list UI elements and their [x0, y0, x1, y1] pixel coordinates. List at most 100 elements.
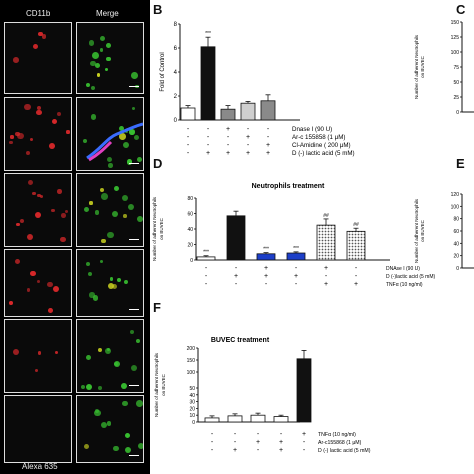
y-tick-label: 30: [189, 400, 195, 406]
cell: [91, 52, 99, 59]
cell: [35, 368, 39, 372]
bar: [296, 358, 312, 423]
cell: [90, 114, 97, 121]
condition-sign: +: [226, 150, 230, 157]
cell: [94, 63, 100, 69]
significance-label: ***: [203, 250, 209, 256]
net-trace: [86, 122, 143, 162]
condition-sign: -: [235, 265, 238, 272]
bar: [226, 215, 246, 261]
cell: [129, 329, 135, 335]
condition-sign: -: [280, 431, 283, 438]
condition-sign: -: [227, 134, 230, 141]
y-tick-label: 100: [451, 204, 460, 210]
cell: [32, 191, 36, 196]
cell: [98, 385, 102, 390]
condition-sign: -: [295, 265, 298, 272]
cell: [13, 56, 20, 63]
cell: [88, 272, 93, 277]
condition-sign: +: [324, 281, 328, 288]
y-tick-label: 50: [453, 80, 459, 86]
cell: [19, 218, 25, 224]
cell: [122, 141, 130, 149]
condition-sign: -: [207, 126, 210, 133]
condition-sign: +: [206, 150, 210, 157]
condition-label: Dnase I (90 U): [292, 126, 332, 133]
cell: [105, 347, 112, 355]
cell: [37, 279, 41, 283]
y-tick-label: 125: [451, 35, 460, 41]
cell: [32, 44, 39, 50]
cell: [89, 292, 95, 298]
cell: [57, 189, 62, 194]
condition-sign: +: [233, 447, 237, 454]
y-tick-label: 20: [453, 254, 459, 260]
cell: [85, 383, 92, 390]
condition-sign: -: [227, 142, 230, 149]
cell: [60, 213, 66, 218]
cell: [36, 109, 42, 116]
condition-sign: +: [246, 134, 250, 141]
cell: [133, 134, 139, 140]
cell: [113, 361, 118, 366]
cell: [9, 301, 13, 305]
y-axis-label: Number of adherent Neutrophils: [414, 34, 419, 99]
bar: [180, 107, 196, 121]
y-tick-label: 0: [190, 258, 193, 264]
cell: [15, 131, 20, 137]
micro-tile-r2-cd11b: [4, 97, 72, 171]
condition-label: D (-) lactic acid (5 mM): [292, 150, 355, 157]
condition-sign: +: [266, 150, 270, 157]
cell: [26, 234, 33, 241]
y-tick-label: 0: [456, 266, 459, 272]
condition-sign: -: [303, 439, 306, 446]
cell: [60, 236, 66, 243]
cell: [123, 280, 129, 285]
cell: [35, 212, 42, 219]
y-tick-label: 150: [187, 358, 196, 364]
bar: [260, 100, 276, 121]
cell: [89, 201, 93, 205]
micro-tile-r1-merge: [76, 22, 144, 94]
cell: [14, 258, 21, 265]
y-tick-label: 75: [453, 65, 459, 71]
y-tick-label: 0: [174, 118, 178, 124]
micro-tile-r6-merge: [76, 395, 144, 463]
condition-sign: -: [207, 142, 210, 149]
y-tick-label: 100: [451, 50, 460, 56]
micro-header-right: Merge: [96, 9, 119, 18]
condition-sign: -: [235, 281, 238, 288]
bar: [256, 253, 276, 261]
condition-sign: -: [247, 126, 250, 133]
condition-sign: +: [294, 273, 298, 280]
microscopy-panel: CD11b Merge Alexa 635: [0, 0, 150, 474]
cell: [26, 288, 31, 292]
y-tick-label: 80: [453, 217, 459, 223]
y-axis-label: on BUVEC: [420, 55, 425, 78]
cell: [95, 210, 100, 215]
micro-tile-r3-cd11b: [4, 173, 72, 247]
cell: [116, 278, 121, 283]
scale-bar: [129, 454, 139, 456]
micro-tile-r1-cd11b: [4, 22, 72, 94]
condition-sign: -: [234, 431, 237, 438]
scale-bar: [129, 308, 139, 310]
cell: [104, 67, 109, 72]
cell: [90, 60, 96, 67]
cell: [106, 156, 112, 162]
cell: [28, 179, 34, 185]
y-tick-label: 40: [187, 227, 193, 233]
cell: [107, 282, 114, 290]
cell: [38, 31, 44, 37]
condition-sign: -: [257, 447, 260, 454]
cell: [107, 231, 114, 239]
cell: [138, 442, 143, 449]
condition-label: D (-)lactic acid (5 mM): [386, 274, 436, 280]
y-axis-label: Number of adherent Neutrophils: [152, 196, 157, 261]
cell: [41, 33, 47, 39]
y-axis-label: Number of adherent Neutrophils: [154, 352, 159, 417]
significance-label: ***: [263, 247, 269, 253]
micro-header-left: CD11b: [26, 9, 51, 18]
